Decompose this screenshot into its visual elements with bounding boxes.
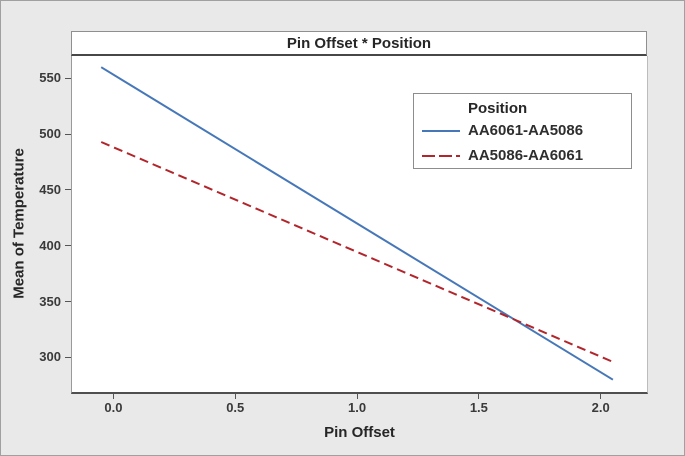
y-axis-title: Mean of Temperature (10, 148, 28, 299)
legend-line-sample (422, 129, 460, 132)
y-tick-mark (65, 133, 71, 135)
x-tick-mark (112, 394, 114, 399)
x-tick-mark (478, 394, 480, 399)
x-tick-mark (234, 394, 236, 399)
series-lines (100, 66, 614, 381)
x-tick-label: 0.5 (226, 400, 245, 415)
y-tick-label: 400 (39, 237, 61, 253)
legend-item-label: AA6061-AA5086 (468, 122, 584, 139)
x-axis-title: Pin Offset (324, 424, 395, 441)
x-tick-label: 1.5 (469, 400, 488, 415)
x-tick-mark (356, 394, 358, 399)
x-tick-label: 0.0 (104, 400, 123, 415)
series-line (100, 66, 614, 381)
x-tick-mark (600, 394, 602, 399)
legend-line-sample (422, 154, 460, 157)
y-tick-label: 350 (39, 293, 61, 309)
y-tick-mark (65, 189, 71, 191)
y-tick-label: 550 (39, 70, 61, 86)
legend-item: AA6061-AA5086 (414, 118, 631, 143)
x-tick-label: 1.0 (348, 400, 367, 415)
legend-item: AA5086-AA6061 (414, 143, 631, 168)
legend: Position AA6061-AA5086 AA5086-AA6061 (413, 93, 632, 169)
y-tick-label: 300 (39, 349, 61, 365)
y-tick-mark (65, 77, 71, 79)
y-tick-mark (65, 301, 71, 303)
chart-title: Pin Offset * Position (286, 34, 432, 52)
legend-items: AA6061-AA5086 AA5086-AA6061 (414, 118, 631, 168)
series-line (100, 141, 614, 363)
y-tick-mark (65, 356, 71, 358)
chart-title-band: Pin Offset * Position (71, 31, 647, 56)
y-tick-label: 500 (39, 126, 61, 142)
y-tick-mark (65, 245, 71, 247)
y-tick-label: 450 (39, 181, 61, 197)
legend-title: Position (468, 100, 528, 117)
x-tick-label: 2.0 (591, 400, 610, 415)
legend-item-label: AA5086-AA6061 (468, 147, 584, 164)
